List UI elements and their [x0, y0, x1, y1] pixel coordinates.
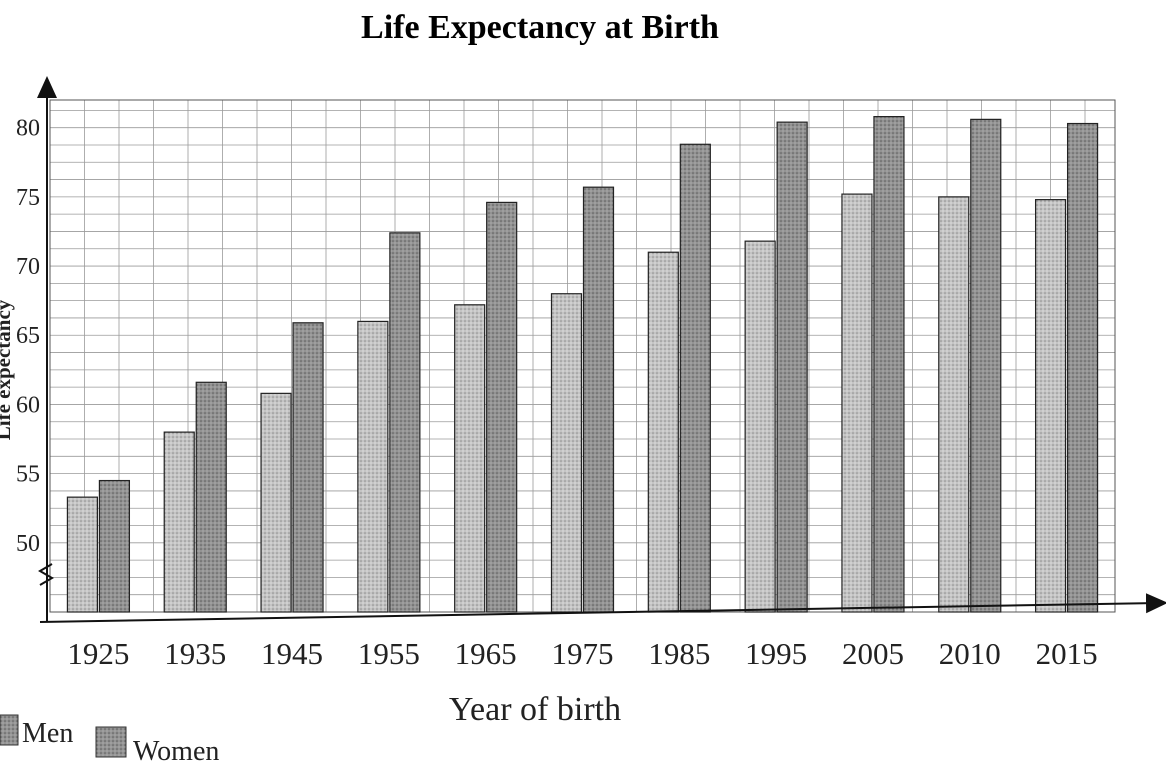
chart-title: Life Expectancy at Birth	[361, 9, 719, 46]
bar-women-1985	[679, 143, 711, 613]
x-tick-label: 1935	[164, 636, 226, 671]
bar-men-2015	[1034, 199, 1067, 613]
legend-label-women: Women	[133, 736, 219, 767]
y-tick-labels: 50 55 60 65 70 75 80	[16, 116, 40, 557]
y-tick-label: 70	[16, 254, 40, 280]
x-tick-label: 1945	[261, 636, 323, 671]
bar-men-1935	[163, 431, 195, 613]
x-tick-label: 1975	[552, 636, 614, 671]
legend-label-men: Men	[22, 718, 73, 749]
axes	[37, 76, 1166, 623]
bar-women-1995	[776, 121, 808, 613]
y-tick-label: 80	[16, 116, 40, 142]
bar-women-2010	[970, 118, 1002, 613]
x-tick-label: 1995	[745, 636, 807, 671]
bar-men-2010	[938, 196, 970, 613]
y-tick-label: 55	[16, 462, 40, 488]
bar-men-1945	[260, 392, 292, 613]
legend-swatch-women	[95, 726, 127, 758]
legend-swatch-men	[0, 714, 19, 746]
bar-women-1935	[195, 381, 227, 613]
y-axis-break	[38, 563, 54, 586]
bar-women-1925	[98, 479, 131, 613]
x-tick-label: 2010	[939, 636, 1001, 671]
x-axis-title: Year of birth	[449, 691, 621, 728]
x-axis	[39, 593, 1166, 623]
x-tick-labels: 1925 1935 1945 1955 1965 1975 1985 1995 2005 2010…	[67, 636, 1097, 671]
bar-men-2005	[841, 193, 873, 613]
bar-women-2015	[1066, 122, 1099, 613]
y-axis-title: Life expectancy	[0, 299, 15, 440]
x-tick-label: 1965	[455, 636, 517, 671]
bar-women-1975	[582, 186, 615, 613]
y-tick-label: 65	[16, 323, 40, 349]
bar-men-1975	[550, 293, 583, 613]
x-tick-label: 1985	[648, 636, 710, 671]
y-tick-label: 75	[16, 185, 40, 211]
y-tick-label: 50	[16, 531, 40, 557]
bar-men-1965	[454, 304, 486, 613]
bar-men-1995	[744, 240, 776, 613]
y-tick-label: 60	[16, 392, 40, 418]
bar-women-1955	[389, 232, 421, 613]
x-tick-label: 1925	[67, 636, 129, 671]
bar-women-1945	[292, 322, 324, 613]
bars	[66, 116, 1099, 613]
x-tick-label: 2015	[1036, 636, 1098, 671]
bar-men-1925	[66, 496, 99, 613]
legend: Men Women	[0, 714, 219, 767]
x-tick-label: 2005	[842, 636, 904, 671]
x-tick-label: 1955	[358, 636, 420, 671]
bar-women-1965	[486, 201, 518, 613]
bar-men-1985	[647, 251, 679, 613]
bar-men-1955	[357, 320, 389, 613]
bar-women-2005	[873, 116, 905, 613]
